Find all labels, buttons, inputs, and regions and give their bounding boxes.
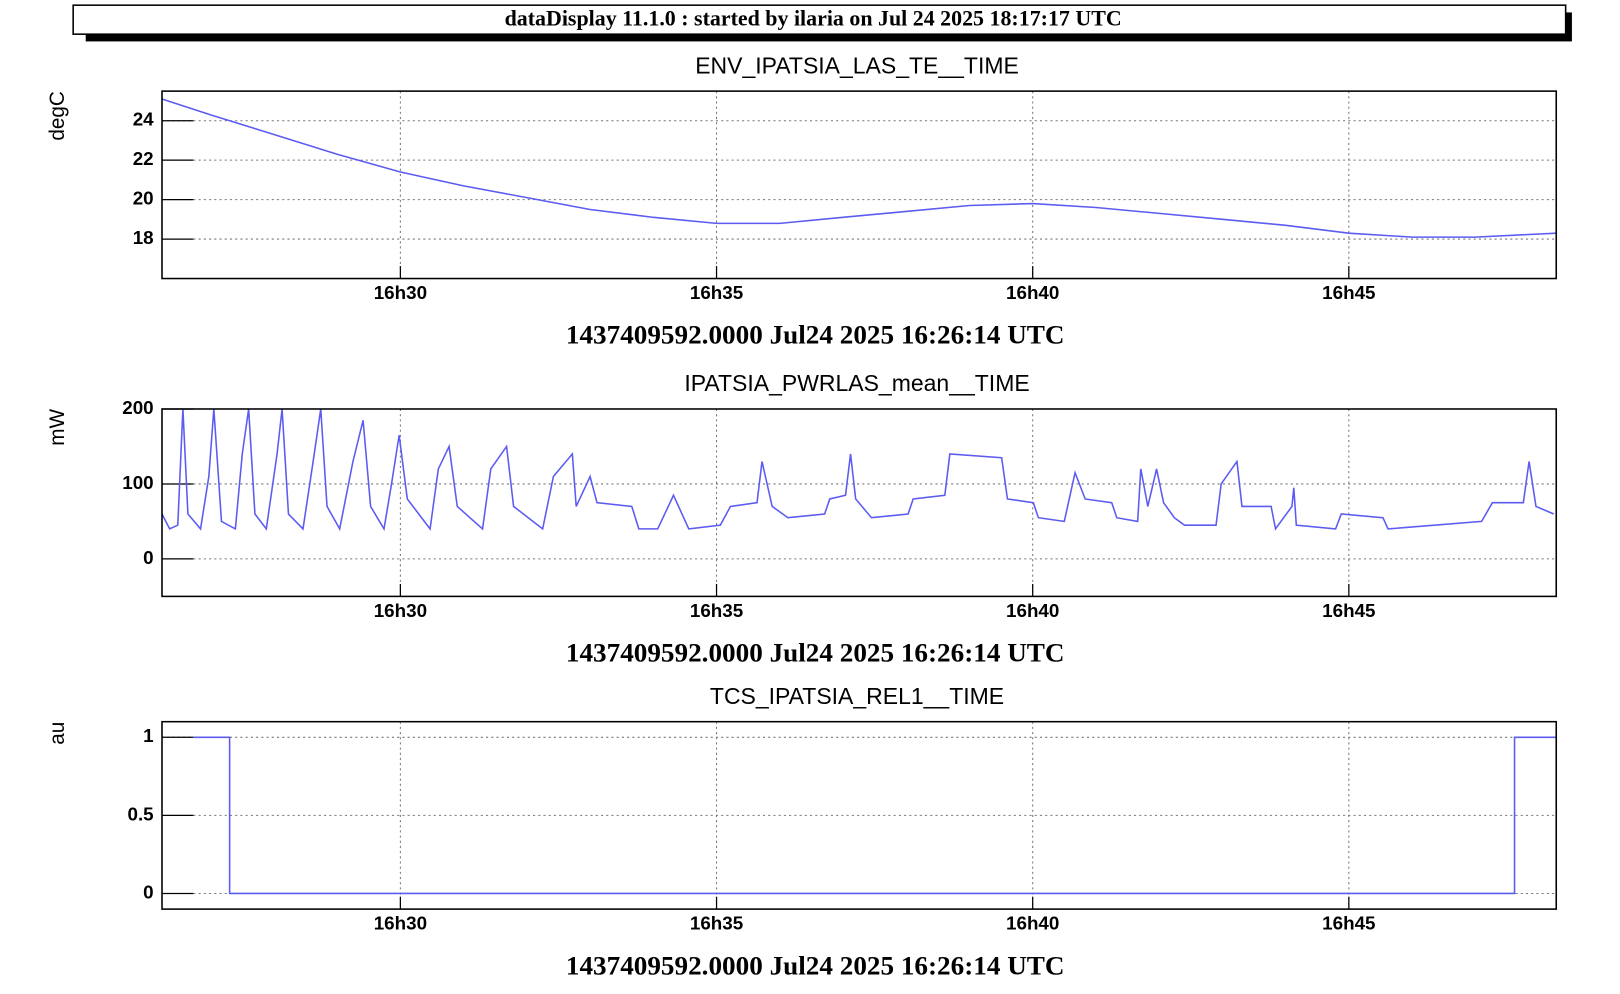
data-line bbox=[161, 408, 1555, 532]
y-tick-label: 1 bbox=[143, 725, 153, 746]
y-axis-label: mW bbox=[46, 409, 69, 446]
x-tick-label: 16h45 bbox=[1322, 913, 1375, 934]
x-tick-label: 16h35 bbox=[690, 600, 743, 621]
y-tick-label: 0.5 bbox=[127, 803, 153, 824]
y-tick-label: 20 bbox=[133, 188, 154, 209]
x-axis-label: 1437409592.0000 Jul24 2025 16:26:14 UTC bbox=[566, 950, 1065, 980]
x-tick-label: 16h35 bbox=[690, 913, 743, 934]
x-axis-label: 1437409592.0000 Jul24 2025 16:26:14 UTC bbox=[566, 320, 1065, 350]
plot-frame bbox=[161, 90, 1558, 280]
plot-frame bbox=[161, 720, 1558, 910]
plot-frame bbox=[161, 408, 1558, 598]
y-axis-label: degC bbox=[46, 91, 69, 140]
x-tick-label: 16h40 bbox=[1006, 913, 1059, 934]
page-title: dataDisplay 11.1.0 : started by ilaria o… bbox=[505, 7, 1122, 31]
y-tick-label: 0 bbox=[143, 881, 153, 902]
header-box bbox=[72, 4, 1567, 35]
chart-title: TCS_IPATSIA_REL1__TIME bbox=[710, 683, 1004, 709]
data-line bbox=[161, 98, 1557, 238]
x-tick-label: 16h30 bbox=[374, 913, 427, 934]
y-axis-label: au bbox=[46, 722, 69, 745]
x-tick-label: 16h45 bbox=[1322, 282, 1375, 303]
y-tick-label: 22 bbox=[133, 148, 154, 169]
y-tick-label: 24 bbox=[133, 109, 155, 130]
data-line bbox=[193, 736, 1557, 895]
chart-title: IPATSIA_PWRLAS_mean__TIME bbox=[684, 370, 1029, 396]
x-tick-label: 16h30 bbox=[374, 282, 427, 303]
x-axis-label: 1437409592.0000 Jul24 2025 16:26:14 UTC bbox=[566, 638, 1065, 668]
x-tick-label: 16h40 bbox=[1006, 600, 1059, 621]
x-tick-label: 16h40 bbox=[1006, 282, 1059, 303]
x-tick-label: 16h45 bbox=[1322, 600, 1375, 621]
chart-title: ENV_IPATSIA_LAS_TE__TIME bbox=[695, 52, 1019, 78]
y-tick-label: 0 bbox=[143, 547, 153, 568]
x-tick-label: 16h30 bbox=[374, 600, 427, 621]
x-tick-label: 16h35 bbox=[690, 282, 743, 303]
y-tick-label: 200 bbox=[122, 397, 153, 418]
y-tick-label: 100 bbox=[122, 472, 153, 493]
y-tick-label: 18 bbox=[133, 227, 154, 248]
